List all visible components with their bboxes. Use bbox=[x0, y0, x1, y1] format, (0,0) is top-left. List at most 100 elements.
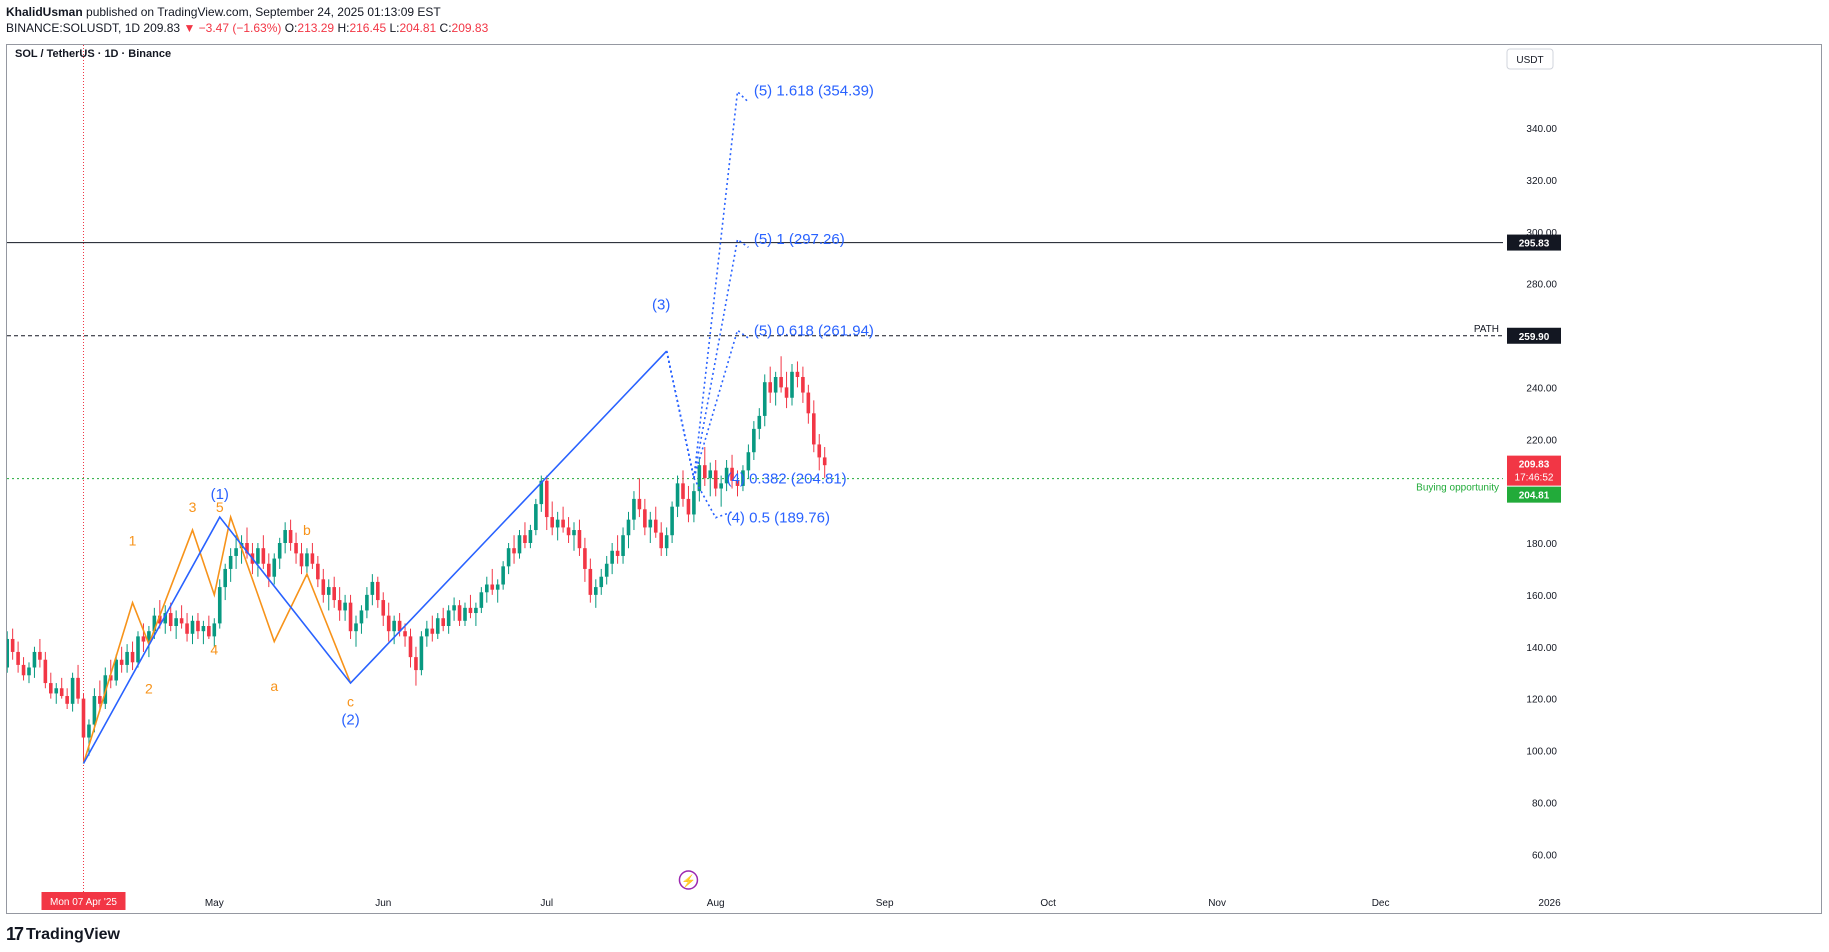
candle-body bbox=[741, 470, 745, 486]
candle-body bbox=[179, 618, 184, 624]
candle-body bbox=[790, 371, 794, 398]
author-name[interactable]: KhalidUsman bbox=[6, 5, 83, 19]
candle-body bbox=[703, 465, 707, 479]
candle-body bbox=[485, 584, 489, 593]
candle-body bbox=[337, 600, 342, 611]
candle-body bbox=[348, 602, 353, 632]
candle-body bbox=[724, 467, 729, 484]
candle-body bbox=[343, 602, 347, 611]
candle-body bbox=[376, 581, 380, 601]
candle-body bbox=[397, 620, 402, 632]
candle-body bbox=[92, 696, 97, 725]
candle-body bbox=[381, 600, 386, 616]
candle-body bbox=[365, 594, 369, 611]
candle-body bbox=[773, 377, 778, 393]
orange-wave-label: a bbox=[270, 678, 278, 694]
candle-body bbox=[196, 620, 200, 632]
candle-body bbox=[414, 657, 418, 671]
candle-body bbox=[648, 519, 653, 528]
tradingview-logo-icon: 17 bbox=[6, 924, 24, 944]
y-tick-label: 340.00 bbox=[1526, 124, 1557, 135]
y-tick-label: 220.00 bbox=[1526, 435, 1557, 446]
candle-body bbox=[583, 548, 587, 569]
candle-body bbox=[54, 688, 59, 694]
candle-body bbox=[185, 623, 189, 634]
candle-body bbox=[768, 382, 772, 393]
countdown-badge: 17:46:52 bbox=[1515, 473, 1554, 484]
candle-body bbox=[223, 568, 227, 588]
candle-body bbox=[719, 483, 723, 489]
hline-label-buying: Buying opportunity bbox=[1416, 483, 1499, 494]
orange-wave-label: 5 bbox=[216, 499, 224, 515]
ohlc-line: BINANCE:SOLUSDT, 1D 209.83 ▼ −3.47 (−1.6… bbox=[6, 21, 488, 35]
candle-body bbox=[234, 548, 238, 556]
candle-body bbox=[299, 553, 304, 567]
y-tick-label: 60.00 bbox=[1532, 850, 1557, 861]
y-tick-label: 80.00 bbox=[1532, 798, 1557, 809]
candle-body bbox=[637, 498, 642, 510]
x-tick-label: Aug bbox=[707, 898, 725, 909]
resistance-badge-bg bbox=[1507, 234, 1561, 251]
candle-body bbox=[784, 387, 789, 398]
candle-body bbox=[228, 555, 233, 569]
y-tick-label: 100.00 bbox=[1526, 747, 1557, 758]
x-tick-label: Oct bbox=[1040, 898, 1056, 909]
candle-body bbox=[446, 610, 451, 626]
candle-body bbox=[152, 615, 157, 632]
candle-body bbox=[643, 509, 647, 528]
candle-body bbox=[713, 470, 718, 489]
candle-body bbox=[261, 548, 266, 564]
candle-body bbox=[321, 579, 326, 595]
path-badge: 259.90 bbox=[1519, 332, 1550, 343]
chart-frame[interactable]: SOL / TetherUS · 1D · Binance USDT 60.00 80… bbox=[6, 44, 1822, 914]
candle-body bbox=[528, 530, 533, 543]
candle-body bbox=[70, 677, 75, 704]
candle-body bbox=[664, 535, 669, 549]
candle-body bbox=[817, 444, 822, 458]
candle-body bbox=[283, 530, 287, 543]
candle-body bbox=[457, 605, 462, 621]
candle-body bbox=[7, 638, 9, 668]
candle-body bbox=[277, 543, 282, 559]
candle-body bbox=[174, 618, 178, 626]
candle-body bbox=[441, 618, 445, 626]
candle-body bbox=[288, 530, 293, 543]
candle-body bbox=[539, 480, 544, 505]
candle-body bbox=[675, 483, 680, 507]
candle-body bbox=[76, 677, 80, 699]
close-value: 209.83 bbox=[451, 21, 489, 35]
candle-body bbox=[495, 584, 500, 590]
candle-body bbox=[370, 581, 375, 595]
x-tick-label: Jul bbox=[540, 898, 553, 909]
price-chart[interactable]: SOL / TetherUS · 1D · Binance USDT 60.00 80… bbox=[7, 45, 1823, 915]
candle-body bbox=[544, 480, 549, 518]
candle-body bbox=[130, 651, 135, 663]
candle-body bbox=[670, 506, 674, 536]
candle-body bbox=[38, 651, 42, 660]
candle-body bbox=[119, 659, 124, 665]
candle-body bbox=[32, 651, 37, 668]
symbol-label: BINANCE:SOLUSDT, 1D bbox=[6, 21, 141, 35]
candle-body bbox=[419, 636, 424, 671]
candle-body bbox=[435, 618, 440, 634]
candle-body bbox=[305, 553, 309, 567]
x-tick-label: Jun bbox=[375, 898, 391, 909]
candle-body bbox=[332, 587, 336, 601]
candle-body bbox=[136, 636, 140, 663]
candle-body bbox=[762, 382, 767, 416]
candle-body bbox=[692, 491, 696, 515]
candle-body bbox=[610, 550, 614, 564]
candle-body bbox=[256, 548, 260, 564]
open-label: O: bbox=[284, 21, 298, 35]
x-tick-label: Nov bbox=[1208, 898, 1226, 909]
candle-body bbox=[708, 470, 713, 479]
candle-body bbox=[506, 548, 511, 567]
candle-body bbox=[801, 377, 805, 393]
y-tick-label: 280.00 bbox=[1526, 280, 1557, 291]
fib-label: (5) 1.618 (354.39) bbox=[754, 83, 874, 100]
candle-body bbox=[730, 467, 734, 481]
candle-body bbox=[621, 535, 625, 556]
candle-body bbox=[517, 535, 522, 554]
candle-body bbox=[190, 620, 195, 634]
fib-label: (4) 0.5 (189.76) bbox=[727, 510, 830, 527]
